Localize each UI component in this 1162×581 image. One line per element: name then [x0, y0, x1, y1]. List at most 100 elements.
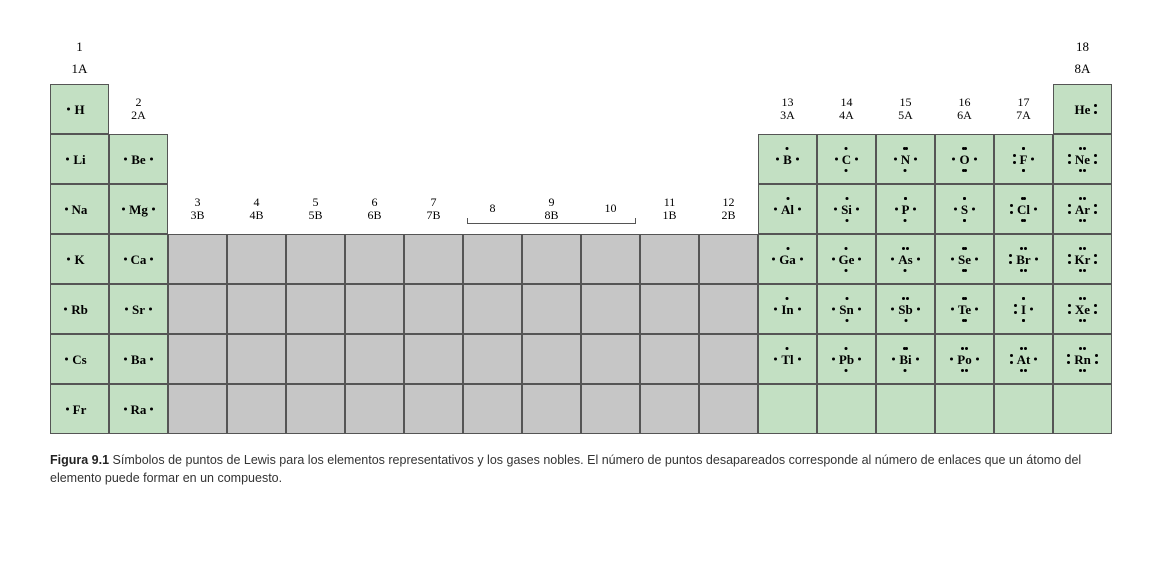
lewis-dot [786, 247, 789, 250]
transition-cell [699, 334, 758, 384]
lewis-dot [904, 219, 907, 222]
lewis-dot [1031, 158, 1034, 161]
lewis-dot [858, 358, 861, 361]
lewis-dot [149, 308, 152, 311]
lewis-dot [772, 258, 775, 261]
element-cell-rb: Rb [50, 284, 109, 334]
lewis-dot [1020, 269, 1023, 272]
lewis-dot [1024, 247, 1027, 250]
element-cell-sr: Sr [109, 284, 168, 334]
transition-cell [640, 234, 699, 284]
lewis-dot [1067, 361, 1070, 364]
transition-cell [168, 234, 227, 284]
lewis-dot [150, 258, 153, 261]
lewis-dot [845, 169, 848, 172]
transition-cell [286, 284, 345, 334]
element-cell-si: Si [817, 184, 876, 234]
transition-cell [404, 334, 463, 384]
lewis-dot [1094, 304, 1097, 307]
lewis-dot [1024, 347, 1027, 350]
lewis-dot [904, 169, 907, 172]
lewis-dot [845, 297, 848, 300]
group-header-17: 177A [994, 84, 1053, 134]
lewis-dot [1079, 147, 1082, 150]
lewis-dot [1013, 154, 1016, 157]
lewis-dot [975, 258, 978, 261]
lewis-dot [950, 358, 953, 361]
lewis-dot [858, 258, 861, 261]
group-header-2: 22A [109, 84, 168, 134]
element-cell-kr: Kr [1053, 234, 1112, 284]
element-symbol-k: K [74, 253, 84, 266]
group-label-8a: 8A [1053, 62, 1112, 84]
lewis-dot [64, 308, 67, 311]
lewis-dot [1068, 311, 1071, 314]
lewis-dot [1068, 304, 1071, 307]
element-cell-po: Po [935, 334, 994, 384]
lewis-dot [1068, 161, 1071, 164]
element-cell-ca: Ca [109, 234, 168, 284]
element-symbol-be: Be [131, 153, 145, 166]
element-symbol-cl: Cl [1017, 203, 1030, 216]
group-header-13: 133A [758, 84, 817, 134]
lewis-dot [914, 158, 917, 161]
group-header-15: 155A [876, 84, 935, 134]
lewis-dot [798, 308, 801, 311]
element-cell-na: Na [50, 184, 109, 234]
lewis-dot [845, 319, 848, 322]
transition-cell [345, 384, 404, 434]
lewis-dot [964, 247, 967, 250]
lewis-dot [906, 247, 909, 250]
lewis-dot [1083, 269, 1086, 272]
element-cell-cs: Cs [50, 334, 109, 384]
lewis-dot [1014, 311, 1017, 314]
lewis-dot [845, 247, 848, 250]
element-cell-al: Al [758, 184, 817, 234]
element-symbol-ne: Ne [1075, 153, 1090, 166]
element-symbol-s: S [961, 203, 968, 216]
transition-cell [463, 384, 522, 434]
lewis-dot [963, 197, 966, 200]
lewis-dot [1083, 169, 1086, 172]
transition-cell [522, 384, 581, 434]
transition-cell [404, 284, 463, 334]
group-header-12: 122B [699, 184, 758, 234]
lewis-dot [66, 158, 69, 161]
lewis-dot [774, 358, 777, 361]
transition-cell [699, 284, 758, 334]
lewis-dot [1023, 197, 1026, 200]
lewis-dot [845, 219, 848, 222]
lewis-dot [916, 358, 919, 361]
lewis-dot [124, 258, 127, 261]
lewis-dot [67, 108, 70, 111]
transition-cell [227, 284, 286, 334]
transition-cell [640, 334, 699, 384]
empty-cell [1053, 384, 1112, 434]
lewis-dot [906, 297, 909, 300]
group-header-6: 66B [345, 184, 404, 234]
lewis-dot [951, 308, 954, 311]
element-symbol-cs: Cs [72, 353, 86, 366]
lewis-dot [965, 347, 968, 350]
lewis-dot [1068, 254, 1071, 257]
element-symbol-pb: Pb [839, 353, 854, 366]
element-symbol-f: F [1020, 153, 1028, 166]
lewis-periodic-table: 11A188A22A133A144A155A166A177A33B44B55B6… [50, 40, 1112, 434]
lewis-dot [892, 358, 895, 361]
group-header-11: 111B [640, 184, 699, 234]
element-cell-h: H [50, 84, 109, 134]
lewis-dot [917, 258, 920, 261]
element-cell-i: I [994, 284, 1053, 334]
transition-cell [640, 384, 699, 434]
lewis-dot [1095, 361, 1098, 364]
lewis-dot [1094, 311, 1097, 314]
group-number-18: 18 [1053, 40, 1112, 62]
lewis-dot [832, 358, 835, 361]
lewis-dot [917, 308, 920, 311]
lewis-dot [124, 408, 127, 411]
element-cell-se: Se [935, 234, 994, 284]
lewis-dot [845, 269, 848, 272]
element-symbol-kr: Kr [1075, 253, 1091, 266]
element-symbol-al: Al [781, 203, 794, 216]
lewis-dot [904, 369, 907, 372]
